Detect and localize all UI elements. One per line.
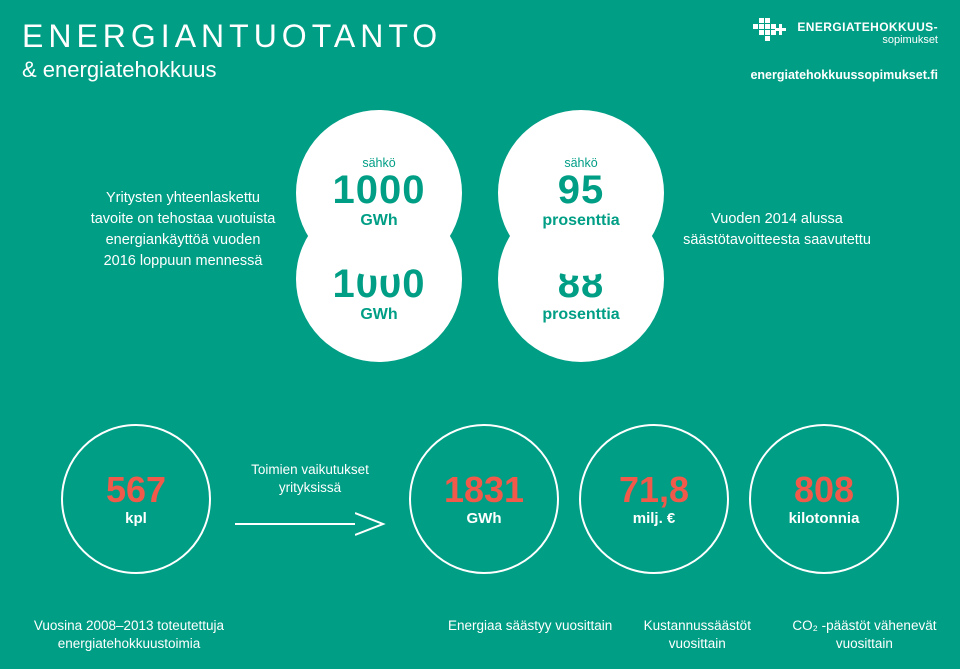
arrow-label: Toimien vaikutukset yrityksissä [225,461,395,497]
pair1-bot-unit: GWh [360,306,397,324]
bottom-stats-row: 567 kpl Toimien vaikutukset yrityksissä … [0,404,960,594]
ring-4: 808 kilotonnia [749,424,899,574]
circle-pair-1: primääri-energiankäyttö 1000 GWh sähkö 1… [284,110,474,350]
logo-block: ENERGIATEHOKKUUS- sopimukset energiateho… [750,18,938,82]
circle-pair-2: primääri-energiankäyttö 88 prosenttia sä… [486,110,676,350]
logo-icon [753,18,789,48]
ring1-unit: kpl [125,510,147,527]
top-stats-row: Yritysten yhteenlaskettu tavoite on teho… [0,110,960,350]
pair2-top-circle: sähkö 95 prosenttia [498,110,664,276]
ring4-big: 808 [794,472,854,508]
ring3-unit: milj. € [633,510,676,527]
site-url: energiatehokkuussopimukset.fi [750,68,938,82]
infographic-page: ENERGIANTUOTANTO & energiatehokkuus ENER… [0,0,960,669]
caption-3: Kustannussäästöt vuosittain [614,617,781,653]
pair1-top-unit: GWh [360,212,397,230]
ring3-big: 71,8 [619,472,689,508]
pair2-top-big: 95 [558,170,605,210]
ring-3: 71,8 milj. € [579,424,729,574]
ring-1: 567 kpl [61,424,211,574]
pair1-top-big: 1000 [333,170,426,210]
arrow-icon [235,511,385,537]
bottom-captions: Vuosina 2008–2013 toteutettuja energiate… [0,617,960,653]
header: ENERGIANTUOTANTO & energiatehokkuus ENER… [22,18,938,82]
caption-2: Energiaa säästyy vuosittain [447,617,614,653]
brand-name-top: ENERGIATEHOKKUUS- [797,20,938,34]
ring-2: 1831 GWh [409,424,559,574]
brand-name-bot: sopimukset [797,34,938,46]
row1-left-text: Yritysten yhteenlaskettu tavoite on teho… [88,188,278,272]
pair1-top-circle: sähkö 1000 GWh [296,110,462,276]
ring2-unit: GWh [467,510,502,527]
pair2-top-unit: prosenttia [542,212,619,230]
ring4-unit: kilotonnia [789,510,860,527]
ring1-big: 567 [106,472,166,508]
ring2-big: 1831 [444,472,524,508]
row1-right-text: Vuoden 2014 alussa säästötavoitteesta sa… [682,209,872,251]
caption-1: Vuosina 2008–2013 toteutettuja energiate… [12,617,246,653]
pair2-bot-unit: prosenttia [542,306,619,324]
arrow-block: Toimien vaikutukset yrityksissä [225,461,395,537]
caption-4: CO₂ -päästöt vähenevät vuosittain [781,617,948,653]
